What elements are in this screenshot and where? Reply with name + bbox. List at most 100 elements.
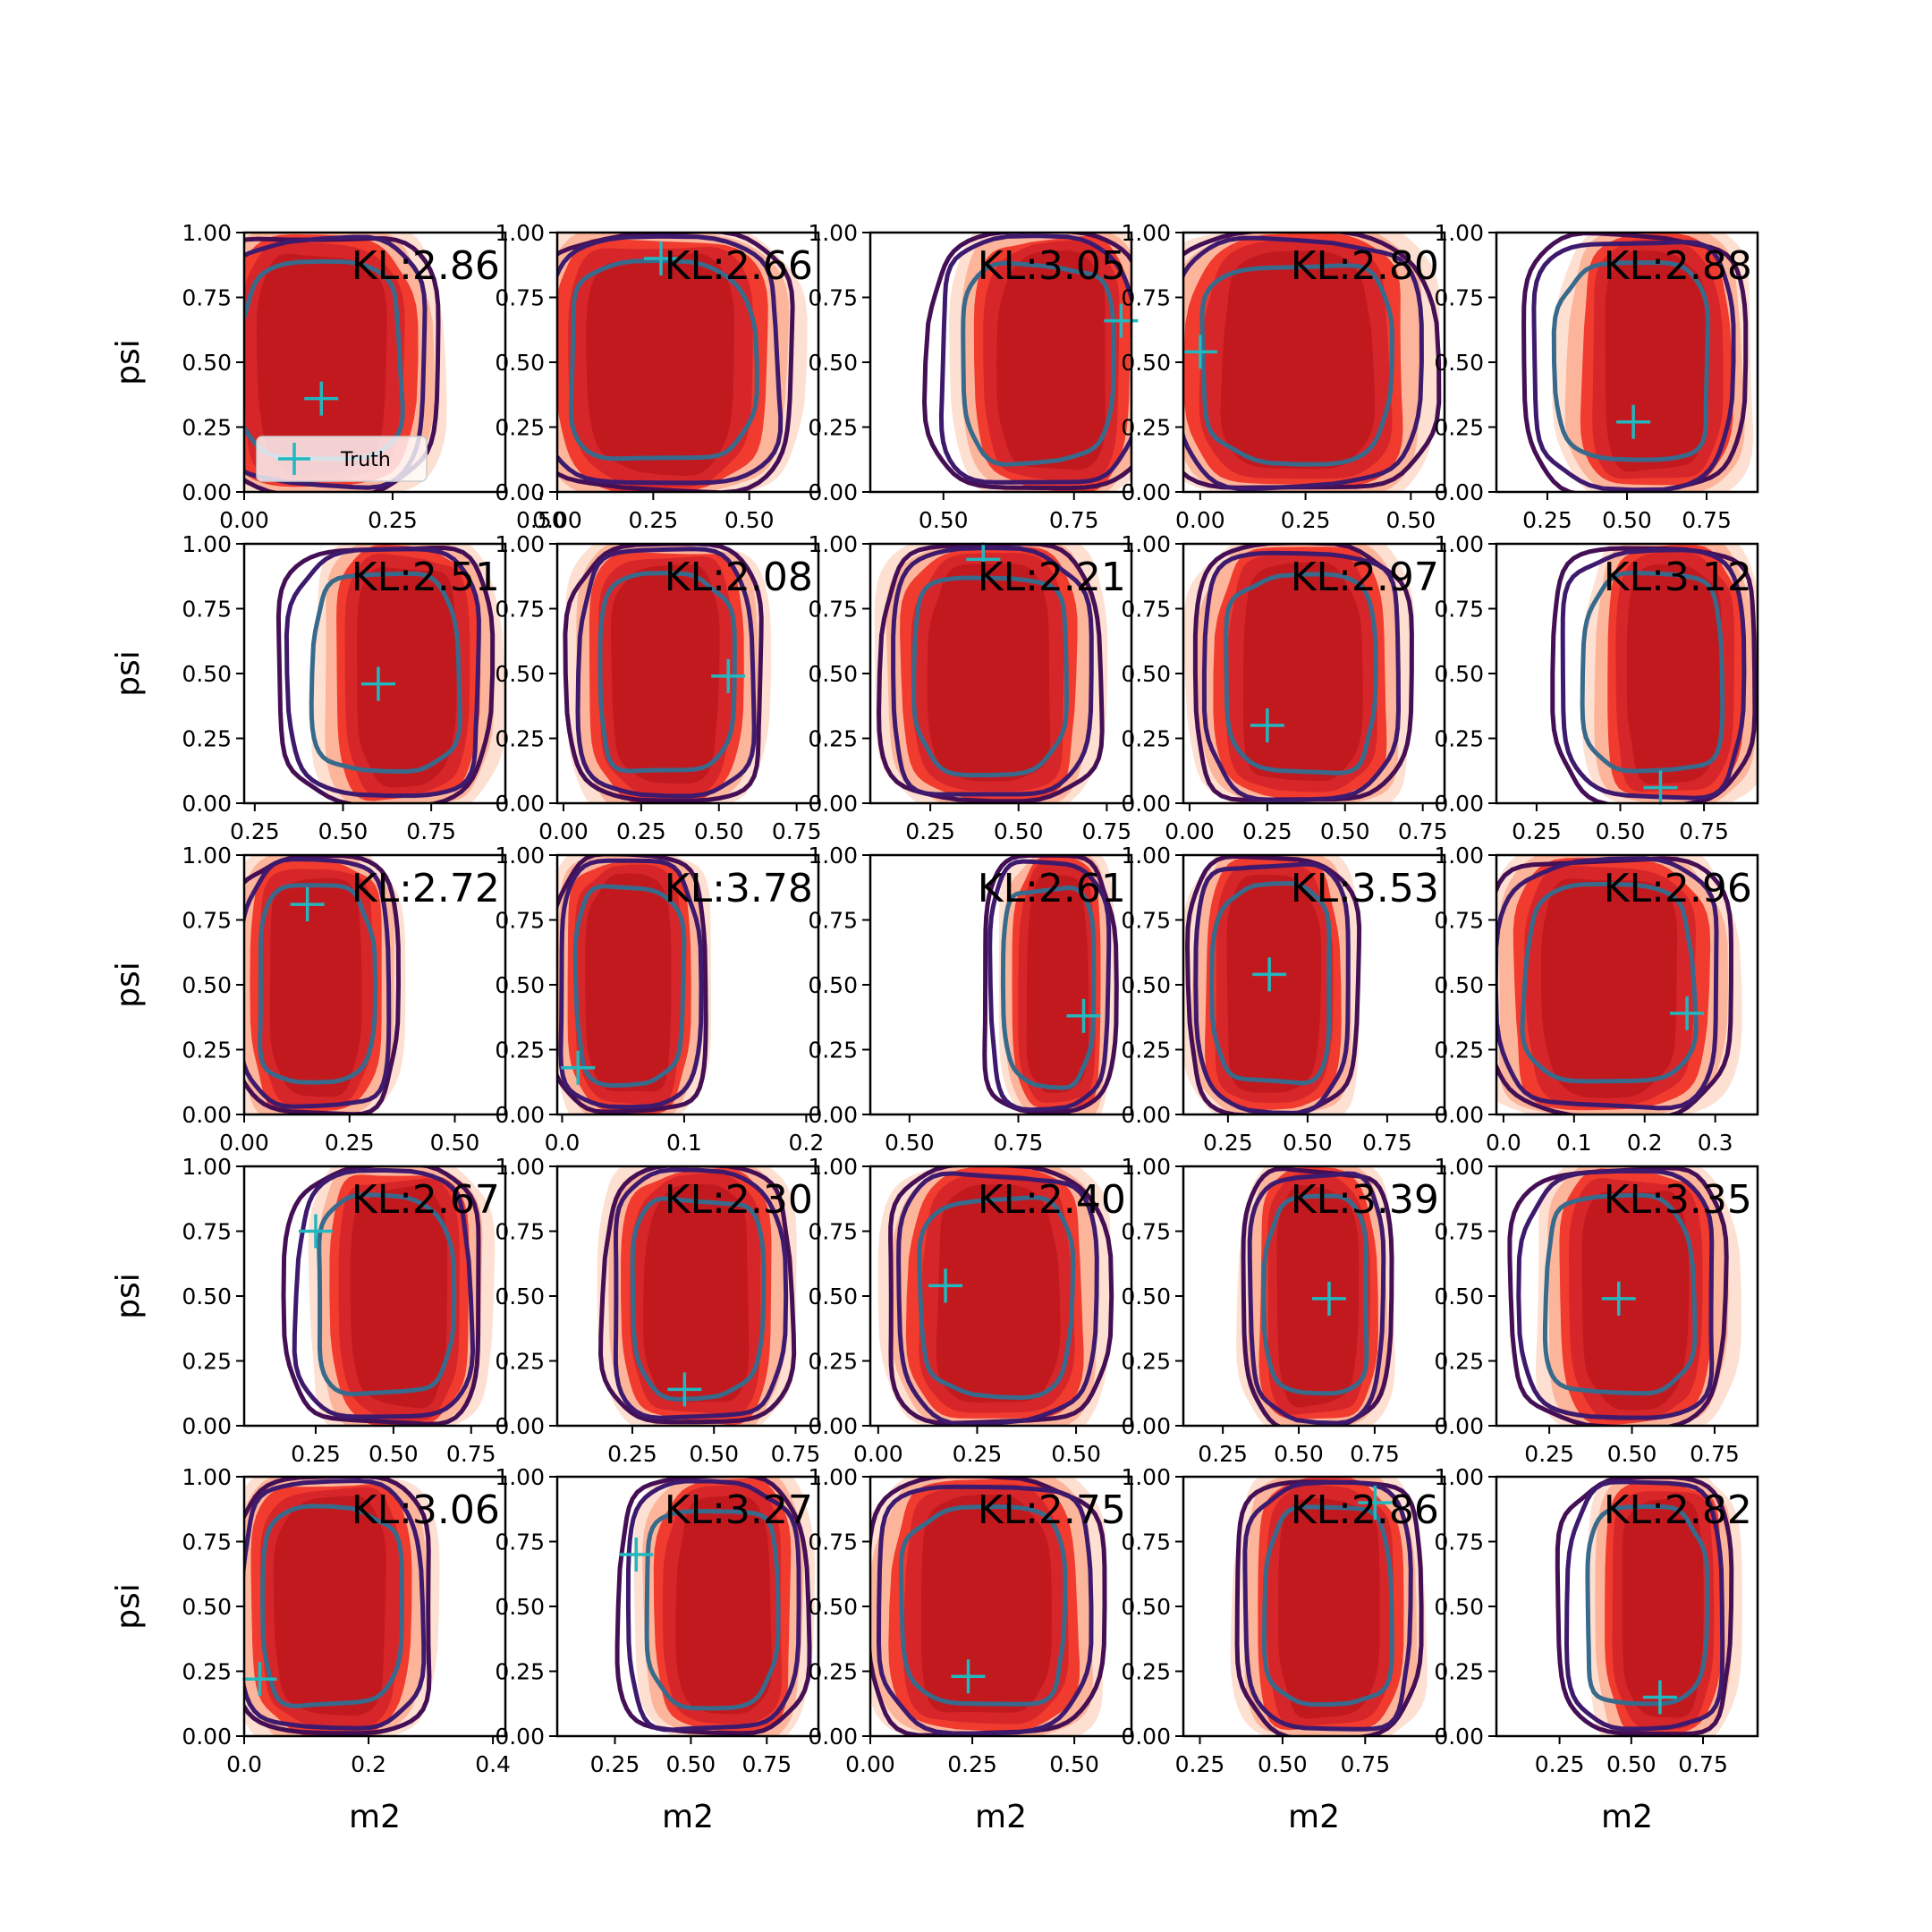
- contour-line-middle: [244, 856, 392, 1109]
- y-tick-label: 0.75: [1434, 597, 1484, 623]
- kde-fill-level-5: [1540, 878, 1678, 1098]
- y-tick-label: 0.50: [1121, 350, 1171, 376]
- x-tick-label: 0.75: [994, 1130, 1044, 1156]
- contour-line-middle: [1193, 861, 1351, 1114]
- y-tick-label: 0.50: [1434, 972, 1484, 998]
- contour-line-middle: [557, 233, 784, 486]
- x-tick-label: 0.50: [318, 818, 369, 844]
- contour-line-inner: [1542, 1192, 1698, 1396]
- kde-fill-level-5: [585, 873, 672, 1092]
- y-tick-label: 0.25: [808, 1659, 858, 1685]
- y-tick-label: 0.75: [182, 908, 232, 934]
- kde-fill-level-5: [927, 564, 1051, 782]
- y-tick-label: 1.00: [182, 531, 232, 557]
- y-tick-label: 1.00: [1121, 220, 1171, 246]
- contour-line-middle: [625, 1479, 801, 1733]
- x-tick-label: 0.2: [788, 1130, 824, 1156]
- density-contours: [1550, 544, 1758, 803]
- contour-line-outer: [888, 1166, 1114, 1426]
- kl-annotation: KL:2.21: [978, 555, 1126, 600]
- subplot-3-4: 0.00 0.25 0.50 0.75 1.00 0.25 0.50 0.75 KL:3.53: [1121, 843, 1446, 1156]
- y-tick-label: 0.25: [1121, 1038, 1171, 1063]
- kl-annotation: KL:2.67: [352, 1177, 500, 1223]
- contour-line-inner: [1224, 572, 1378, 775]
- y-tick-label: 0.25: [495, 1349, 545, 1375]
- contour-line-outer: [921, 233, 1131, 491]
- kde-fill-level-5: [1626, 564, 1722, 784]
- x-tick-label: 0.50: [369, 1441, 419, 1467]
- y-axis-label: psi: [110, 1583, 147, 1630]
- subplot-5-3: 0.00 0.25 0.50 0.75 1.00 0.00 0.25 0.50 KL:2.75 m…: [808, 1464, 1133, 1835]
- y-tick-label: 0.50: [1434, 1284, 1484, 1309]
- density-contours: [1230, 1477, 1428, 1736]
- y-tick-label: 0.00: [1434, 1102, 1484, 1128]
- kl-annotation: KL:3.35: [1604, 1177, 1752, 1223]
- contour-line-inner: [1261, 1193, 1369, 1396]
- legend-label: Truth: [340, 449, 391, 471]
- y-tick-label: 0.75: [808, 597, 858, 623]
- subplot-2-4: 0.00 0.25 0.50 0.75 1.00 0.00 0.25 0.50 0.75 KL:2…: [1121, 531, 1447, 844]
- x-tick-label: 0.50: [1607, 1441, 1657, 1467]
- y-tick-label: 0.00: [1121, 1413, 1171, 1439]
- x-tick-label: 0.00: [1175, 507, 1225, 533]
- x-axis-label: m2: [1288, 1799, 1340, 1835]
- y-tick-label: 0.50: [495, 1284, 545, 1309]
- y-tick-label: 0.75: [182, 1530, 232, 1555]
- x-tick-label: 0.50: [885, 1130, 935, 1156]
- y-tick-label: 0.25: [182, 1349, 232, 1375]
- contour-line-middle: [292, 1167, 476, 1419]
- truth-marker: [1250, 708, 1284, 742]
- truth-marker: [951, 1659, 986, 1694]
- x-tick-label: 0.75: [741, 1751, 792, 1777]
- y-tick-label: 0.00: [495, 1413, 545, 1439]
- kl-annotation: KL:2.82: [1604, 1487, 1752, 1533]
- y-tick-label: 1.00: [1121, 843, 1171, 869]
- contour-line-outer: [1192, 544, 1414, 802]
- kde-fill-level-5: [1226, 874, 1322, 1093]
- truth-marker: [1358, 1486, 1393, 1520]
- truth-marker: [966, 542, 1001, 577]
- x-tick-label: 0.50: [994, 818, 1044, 844]
- contour-line-inner: [309, 571, 462, 775]
- y-tick-label: 0.50: [182, 972, 232, 998]
- x-tick-label: 0.75: [1398, 818, 1448, 844]
- y-tick-label: 0.50: [182, 1284, 232, 1309]
- y-tick-label: 0.50: [1121, 661, 1171, 687]
- x-tick-label: 0.25: [953, 1441, 1003, 1467]
- x-axis-label: m2: [662, 1799, 714, 1835]
- y-tick-label: 0.75: [1121, 1530, 1171, 1555]
- kde-fill-level-5: [586, 253, 734, 477]
- y-tick-label: 0.75: [1121, 908, 1171, 934]
- y-tick-label: 0.75: [495, 1219, 545, 1245]
- kl-annotation: KL:2.97: [1291, 555, 1439, 600]
- contour-line-outer: [1555, 1477, 1734, 1736]
- truth-marker: [1066, 998, 1101, 1033]
- x-tick-label: 0.0: [545, 1130, 580, 1156]
- contour-line-outer: [1241, 1166, 1394, 1426]
- y-axis-label: psi: [110, 962, 147, 1008]
- truth-marker: [1311, 1281, 1346, 1316]
- kl-annotation: KL:2.51: [352, 555, 500, 600]
- density-contours: [1507, 1166, 1741, 1426]
- y-tick-label: 1.00: [182, 1464, 232, 1490]
- x-tick-label: 0.00: [219, 1130, 269, 1156]
- y-tick-label: 0.25: [1121, 1659, 1171, 1685]
- kl-annotation: KL:3.53: [1291, 866, 1439, 911]
- kde-fill-level-5: [996, 250, 1106, 470]
- x-tick-label: 0.25: [230, 818, 280, 844]
- x-tick-label: 0.25: [1198, 1441, 1248, 1467]
- y-tick-label: 0.25: [1434, 415, 1484, 441]
- kl-annotation: KL:2.66: [665, 243, 813, 289]
- kl-annotation: KL:2.96: [1604, 866, 1752, 911]
- x-tick-label: 0.75: [1678, 1751, 1728, 1777]
- contour-line-middle: [244, 1478, 427, 1731]
- contour-line-inner: [1585, 1504, 1710, 1707]
- y-tick-label: 0.75: [495, 1530, 545, 1555]
- y-tick-label: 0.25: [182, 1659, 232, 1685]
- contour-line-outer: [597, 1166, 797, 1425]
- y-tick-label: 0.00: [1434, 1724, 1484, 1750]
- y-tick-label: 0.25: [182, 1038, 232, 1063]
- x-tick-label: 0.25: [1175, 1751, 1225, 1777]
- subplot-4-3: 0.00 0.25 0.50 0.75 1.00 0.00 0.25 0.50 KL:2.40: [808, 1154, 1133, 1467]
